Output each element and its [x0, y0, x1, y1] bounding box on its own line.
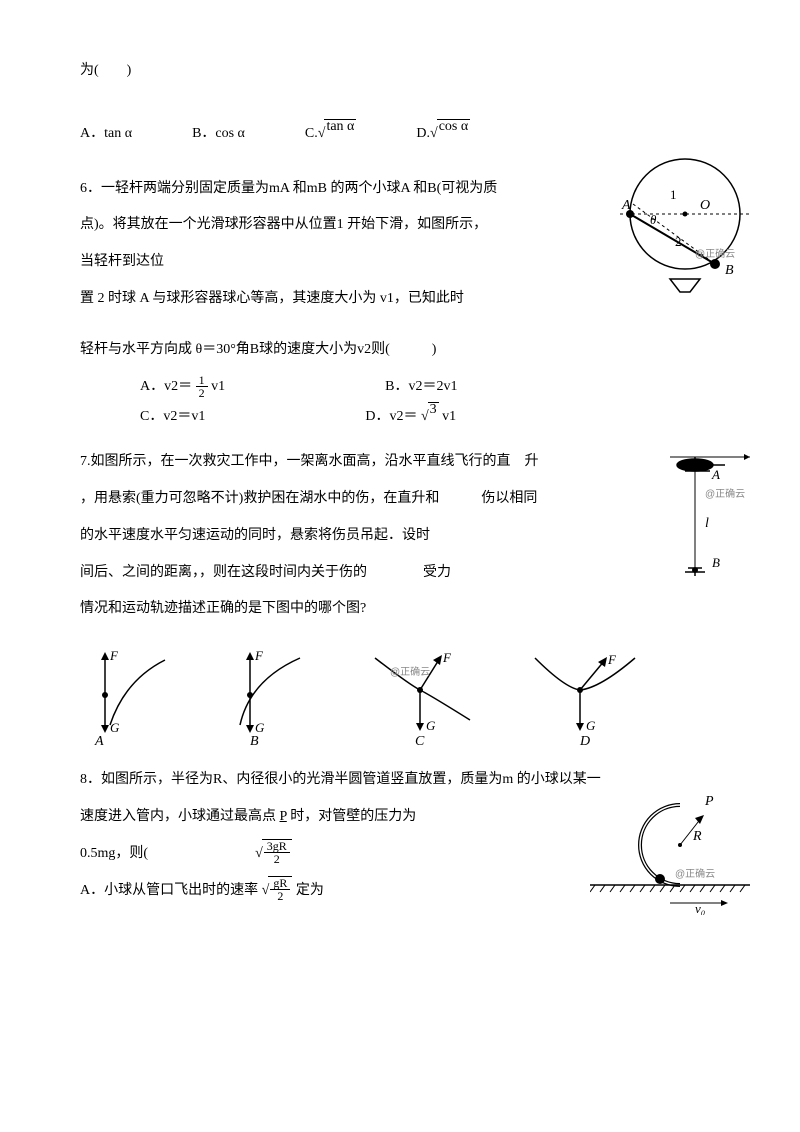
q8-l3-num: 3gR — [264, 840, 290, 853]
q5-stem-tail: 为( ) — [80, 56, 720, 87]
q5-opt-c-rad: tan α — [324, 119, 356, 134]
q8-figure: P R v₀ @正确云 — [590, 785, 750, 915]
q5-opt-b: B．cos α — [192, 119, 245, 150]
q8-l4-den: 2 — [274, 890, 286, 902]
q6-opt-d-r: v1 — [442, 409, 456, 424]
q7-line4: 间后、之间的距离，，则在这段时间内关于伤的 受力 — [80, 558, 720, 589]
q6-label-theta: θ — [650, 212, 657, 227]
q7-watermark: @正确云 — [705, 487, 745, 500]
q7-label-b: B — [712, 555, 720, 570]
q7-db-g: G — [255, 720, 265, 735]
q6-label-o: O — [700, 198, 710, 213]
q8-l4-num: gR — [270, 877, 290, 890]
q7-line3: 的水平速度水平匀速运动的同时，悬索将伤员吊起．设时 — [80, 521, 720, 552]
q7-db-f: F — [254, 648, 264, 663]
q6-opt-d-l: D．v2＝ — [365, 409, 417, 424]
q6-opt-a-den: 2 — [196, 387, 208, 399]
q7-da-label: A — [94, 734, 104, 749]
q7-dc-f: F — [442, 650, 452, 665]
q7-da-g: G — [110, 720, 120, 735]
q6-label-2: 2 — [675, 234, 682, 249]
q8-l4b: 定为 — [296, 883, 324, 898]
q7-dd-label: D — [579, 734, 590, 749]
q6-figure: A B O 1 2 θ @正确云 — [600, 144, 760, 294]
q6-options-row1: A．v2＝ 12 v1 B．v2＝2v1 — [140, 372, 720, 403]
q6-opt-a: A．v2＝ 12 v1 — [140, 372, 225, 403]
q6-label-a: A — [621, 198, 631, 213]
q7-dc-g: G — [426, 718, 436, 733]
q5-opt-c: C.tan α — [305, 119, 356, 150]
q7-db-label: B — [250, 734, 259, 749]
q7-da-f: F — [109, 648, 119, 663]
q5-opt-d-rad: cos α — [437, 119, 471, 134]
q7-diagrams: F G A F G B F G C @正确云 F G D — [80, 640, 720, 750]
q8-line2u: P — [280, 809, 287, 824]
q6-opt-a-num: 1 — [196, 374, 208, 387]
q8-label-r: R — [692, 829, 702, 844]
q7-line5: 情况和运动轨迹描述正确的是下图中的哪个图? — [80, 594, 720, 625]
q6-opt-a-r: v1 — [211, 379, 225, 394]
q8-l4a: A．小球从管口飞出时的速率 — [80, 883, 258, 898]
q7-diagram-b: F G B — [220, 640, 330, 750]
q6-options-row2: C．v2＝v1 D．v2＝ 3 v1 — [140, 402, 720, 433]
q6-opt-c: C．v2＝v1 — [140, 402, 205, 433]
q8-line2b: 时，对管壁的压力为 — [290, 809, 416, 824]
q7-label-a: A — [711, 467, 720, 482]
q7-dc-watermark: @正确云 — [390, 665, 430, 678]
q5-opt-c-prefix: C — [305, 126, 314, 141]
q6-label-b: B — [725, 263, 734, 278]
q6-opt-d: D．v2＝ 3 v1 — [365, 402, 456, 433]
q7-line1: 7.如图所示，在一次救灾工作中，一架离水面高，沿水平直线飞行的直 升 — [80, 447, 720, 478]
q7-figure: A B l @正确云 — [640, 447, 760, 597]
q7-diagram-d: F G D — [520, 640, 650, 750]
q7-diagram-a: F G A — [80, 640, 190, 750]
q8-line3a: 0.5mg，则( — [80, 846, 148, 861]
q6-label-1: 1 — [670, 187, 677, 202]
q8-line2a: 速度进入管内，小球通过最高点 — [80, 809, 276, 824]
q8-watermark: @正确云 — [675, 867, 715, 880]
q7-diagram-c: F G C @正确云 — [360, 640, 490, 750]
q6-opt-a-l: A．v2＝ — [140, 379, 192, 394]
q5-opt-d: D.cos α — [416, 119, 470, 150]
q7-dd-g: G — [586, 718, 596, 733]
q7-line2: ，用悬索(重力可忽略不计)救护困在湖水中的伤，在直升和 伤以相同 — [80, 484, 720, 515]
q8-l3-den: 2 — [271, 853, 283, 865]
q5-opt-d-prefix: D — [416, 126, 426, 141]
q5-opt-a: A．tan α — [80, 119, 132, 150]
q6-line5: 轻杆与水平方向成 θ＝30°角B球的速度大小为v2则( ) — [80, 335, 720, 366]
q7-label-l: l — [705, 516, 709, 531]
q7-dd-f: F — [607, 652, 617, 667]
q6-opt-d-rad: 3 — [428, 402, 439, 417]
q7-dc-label: C — [415, 734, 425, 749]
q8-label-v: v₀ — [695, 901, 705, 915]
q6-opt-b: B．v2＝2v1 — [385, 372, 457, 403]
q6-watermark: @正确云 — [695, 247, 735, 260]
q8-label-p: P — [704, 794, 714, 809]
